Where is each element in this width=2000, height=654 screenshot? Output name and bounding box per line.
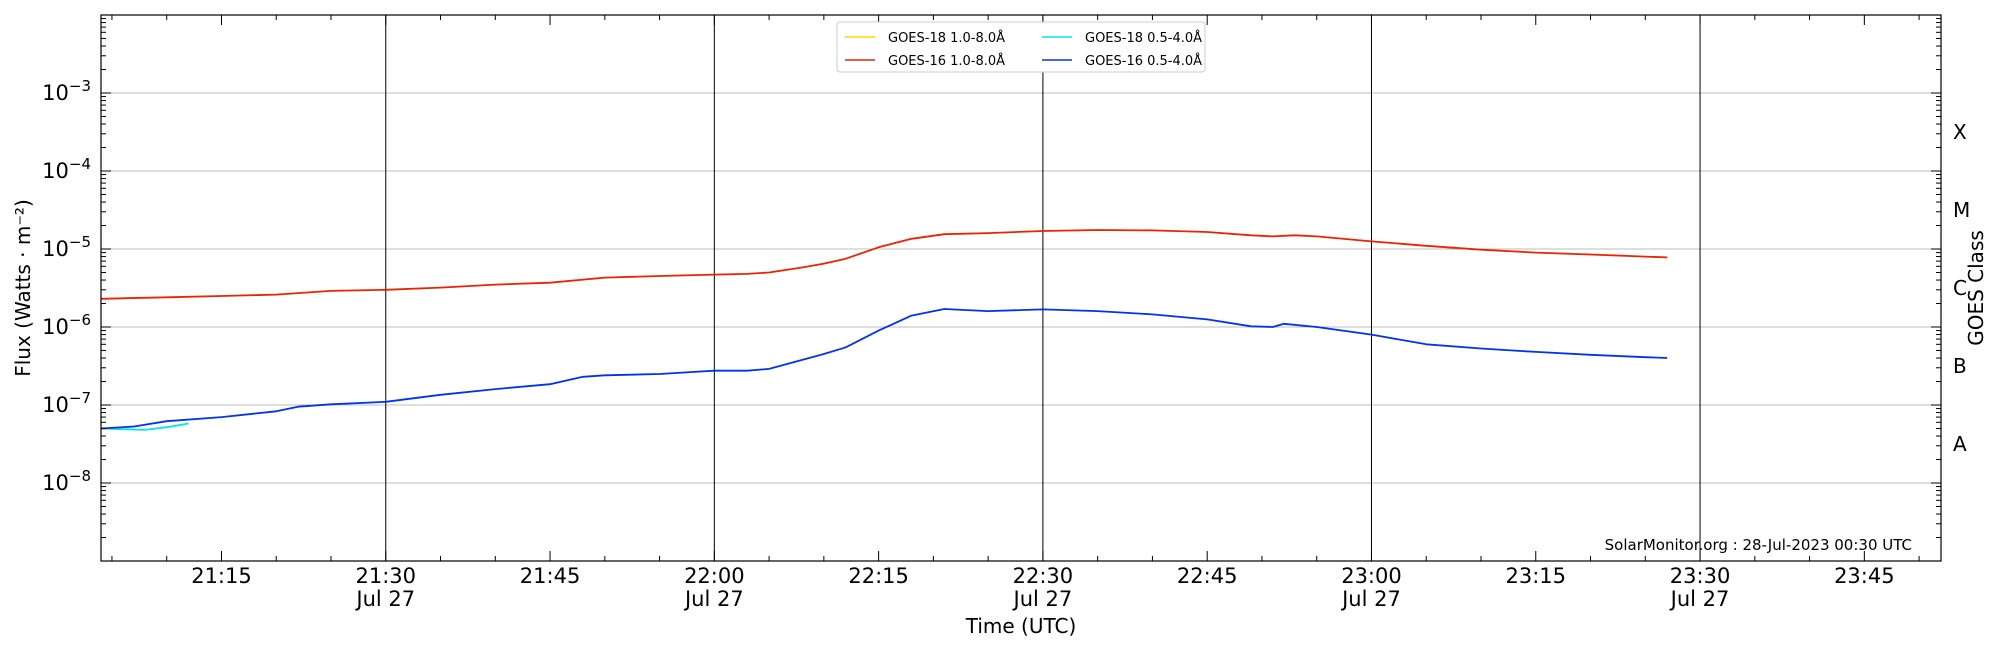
legend-box <box>836 21 1206 73</box>
x-tick-label: 21:15 <box>191 564 252 588</box>
x-tick-date: Jul 27 <box>1012 587 1073 611</box>
legend-label: GOES-18 1.0-8.0Å <box>888 30 1005 46</box>
y-tick-label: 10−4 <box>42 155 91 183</box>
x-tick-label: 23:00 <box>1341 564 1402 588</box>
series-layer <box>100 229 1668 431</box>
legend-label: GOES-18 0.5-4.0Å <box>1085 30 1202 46</box>
x-tick-label: 23:45 <box>1834 564 1895 588</box>
x-tick-date: Jul 27 <box>354 587 415 611</box>
goes-class-label: B <box>1953 354 1967 378</box>
x-tick-label: 22:45 <box>1177 564 1238 588</box>
goes-class-label: X <box>1953 120 1967 144</box>
x-tick-date: Jul 27 <box>683 587 744 611</box>
x-tick-label: 21:30 <box>355 564 416 588</box>
x-tick-label: 23:15 <box>1505 564 1566 588</box>
goes-class-label: M <box>1953 198 1970 222</box>
y-tick-label: 10−6 <box>42 311 91 339</box>
series-line <box>100 422 189 431</box>
y-tick-label: 10−7 <box>42 389 91 417</box>
footer-credit: SolarMonitor.org : 28-Jul-2023 00:30 UTC <box>1605 536 1912 554</box>
x-tick-date: Jul 27 <box>1669 587 1730 611</box>
x-tick-label: 22:15 <box>848 564 909 588</box>
y-axis-title: Flux (Watts · m⁻²) <box>11 199 35 377</box>
legend-label: GOES-16 0.5-4.0Å <box>1085 53 1202 69</box>
x-axis-title: Time (UTC) <box>965 614 1077 638</box>
plot-frame <box>100 14 1942 562</box>
series-line <box>100 229 1668 300</box>
goes-class-title: GOES Class <box>1964 230 1988 346</box>
x-tick-label: 22:00 <box>684 564 745 588</box>
x-tick-date: Jul 27 <box>1340 587 1401 611</box>
goes-class-label: C <box>1953 276 1967 300</box>
x-tick-label: 21:45 <box>520 564 581 588</box>
y-tick-label: 10−5 <box>42 233 91 261</box>
x-tick-label: 23:30 <box>1670 564 1731 588</box>
x-tick-label: 22:30 <box>1013 564 1074 588</box>
legend-label: GOES-16 1.0-8.0Å <box>888 53 1005 69</box>
legend: GOES-18 1.0-8.0Å GOES-18 0.5-4.0Å GOES-16 … <box>836 21 1206 73</box>
y-tick-label: 10−3 <box>42 77 91 105</box>
goes-class-label: A <box>1953 432 1967 456</box>
y-tick-label: 10−8 <box>42 467 91 495</box>
series-line <box>100 308 1668 430</box>
grid-layer <box>101 15 1941 561</box>
